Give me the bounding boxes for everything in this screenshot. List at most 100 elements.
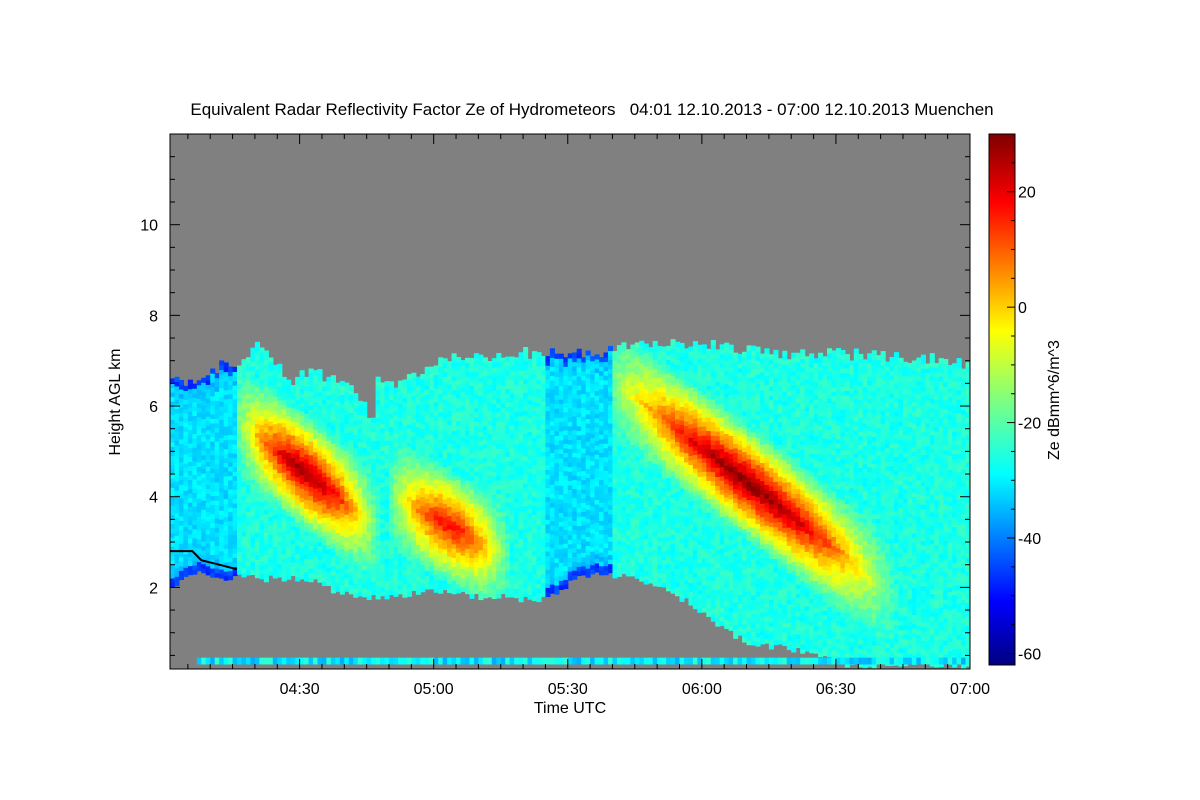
heatmap-cell <box>433 519 439 525</box>
heatmap-cell <box>581 357 587 363</box>
heatmap-cell <box>326 435 332 441</box>
heatmap-cell <box>375 539 381 546</box>
heatmap-cell <box>371 472 377 478</box>
heatmap-cell <box>223 562 229 568</box>
heatmap-cell <box>214 527 220 533</box>
heatmap-cell <box>558 544 564 550</box>
heatmap-cell <box>433 447 439 453</box>
heatmap-cell <box>210 463 216 469</box>
heatmap-cell <box>518 438 524 444</box>
heatmap-cell <box>482 565 488 572</box>
heatmap-cell <box>482 384 488 390</box>
heatmap-cell <box>572 411 578 417</box>
heatmap-cell <box>518 429 524 435</box>
heatmap-cell <box>527 494 533 500</box>
heatmap-cell <box>250 393 256 399</box>
heatmap-cell <box>456 502 462 508</box>
heatmap-cell <box>599 443 605 449</box>
heatmap-cell <box>380 527 386 533</box>
heatmap-cell <box>607 368 614 374</box>
heatmap-cell <box>174 490 180 496</box>
heatmap-cell <box>339 399 345 405</box>
heatmap-cell <box>545 573 551 579</box>
heatmap-cell <box>473 371 479 377</box>
heatmap-cell <box>214 436 220 442</box>
heatmap-cell <box>313 551 319 557</box>
heatmap-cell <box>424 398 430 404</box>
heatmap-cell <box>500 575 506 581</box>
heatmap-cell <box>527 386 533 392</box>
heatmap-cell <box>433 433 439 439</box>
heatmap-cell <box>438 657 444 665</box>
heatmap-cell <box>545 478 551 484</box>
heatmap-cell <box>607 477 614 483</box>
heatmap-cell <box>616 526 622 532</box>
heatmap-cell <box>299 456 305 462</box>
heatmap-cell <box>599 461 605 467</box>
heatmap-cell <box>540 482 547 489</box>
heatmap-cell <box>214 441 220 447</box>
heatmap-cell <box>523 396 529 402</box>
heatmap-cell <box>415 539 421 545</box>
heatmap-cell <box>424 425 430 431</box>
heatmap-cell <box>527 404 533 410</box>
heatmap-cell <box>170 564 176 570</box>
heatmap-cell <box>290 516 296 522</box>
heatmap-cell <box>523 478 529 484</box>
heatmap-cell <box>509 492 515 498</box>
heatmap-cell <box>576 353 582 359</box>
heatmap-cell <box>380 513 386 520</box>
heatmap-cell <box>607 382 614 388</box>
heatmap-cell <box>460 573 466 579</box>
heatmap-cell <box>344 523 350 529</box>
heatmap-cell <box>321 562 328 568</box>
heatmap-cell <box>464 371 471 377</box>
heatmap-cell <box>214 572 220 578</box>
heatmap-cell <box>612 568 618 574</box>
heatmap-cell <box>527 395 533 401</box>
heatmap-cell <box>491 521 497 527</box>
heatmap-cell <box>380 563 386 569</box>
heatmap-cell <box>321 485 328 491</box>
heatmap-cell <box>178 420 185 426</box>
heatmap-cell <box>540 514 547 520</box>
heatmap-cell <box>424 561 430 567</box>
heatmap-cell <box>214 558 220 565</box>
heatmap-cell <box>402 592 408 598</box>
heatmap-cell <box>228 525 234 531</box>
heatmap-cell <box>362 515 368 521</box>
heatmap-cell <box>420 446 426 452</box>
heatmap-cell <box>205 375 211 381</box>
heatmap-cell <box>393 555 399 561</box>
heatmap-cell <box>451 534 457 540</box>
heatmap-cell <box>527 408 533 414</box>
heatmap-cell <box>196 430 202 436</box>
heatmap-cell <box>594 490 600 496</box>
heatmap-cell <box>415 494 421 500</box>
heatmap-cell <box>295 657 301 665</box>
heatmap-cell <box>460 455 466 461</box>
heatmap-cell <box>245 361 252 367</box>
heatmap-cell <box>500 362 506 368</box>
heatmap-cell <box>237 555 243 562</box>
heatmap-cell <box>348 430 354 436</box>
heatmap-cell <box>268 502 274 508</box>
heatmap-cell <box>232 416 238 422</box>
heatmap-cell <box>223 439 229 445</box>
heatmap-cell <box>549 384 555 390</box>
heatmap-cell <box>237 497 243 503</box>
heatmap-cell <box>415 498 421 505</box>
heatmap-cell <box>304 508 310 514</box>
heatmap-cell <box>295 453 301 460</box>
heatmap-cell <box>473 489 479 495</box>
heatmap-cell <box>299 510 305 516</box>
heatmap-cell <box>196 421 202 427</box>
heatmap-cell <box>357 432 363 438</box>
heatmap-cell <box>576 498 582 504</box>
heatmap-cell <box>549 438 555 445</box>
heatmap-cell <box>491 544 497 550</box>
heatmap-cell <box>339 453 345 459</box>
heatmap-cell <box>228 570 234 576</box>
heatmap-cell <box>496 411 502 418</box>
heatmap-cell <box>362 519 368 525</box>
